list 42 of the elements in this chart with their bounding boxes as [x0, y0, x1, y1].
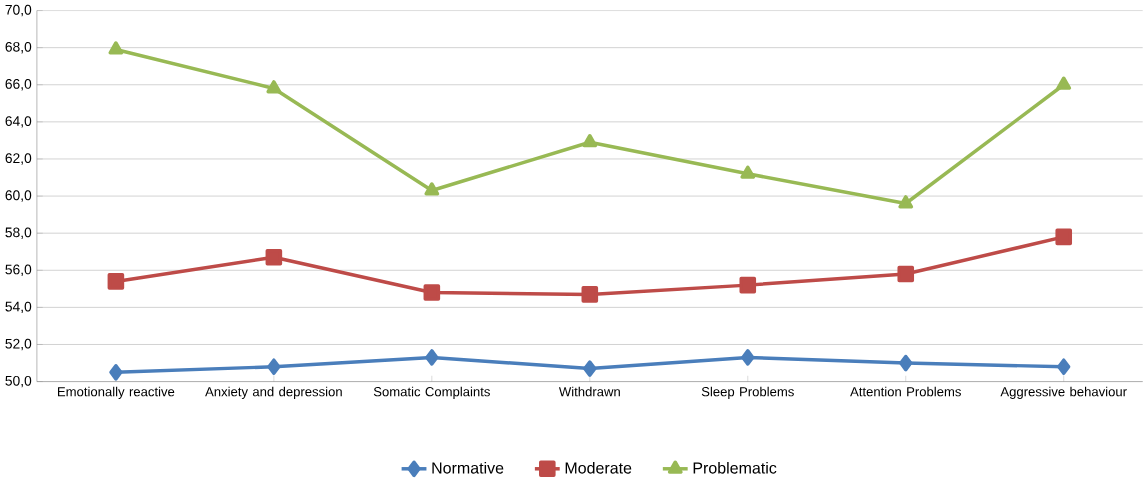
- x-tick-label: Somatic Complaints: [373, 386, 490, 400]
- point: [424, 182, 440, 196]
- x-tick-label: Attention Problems: [850, 386, 961, 397]
- point: [739, 277, 757, 294]
- point: [741, 349, 755, 367]
- point: [425, 349, 439, 367]
- point: [740, 165, 756, 180]
- point: [107, 273, 125, 290]
- point: [109, 364, 123, 381]
- point: [897, 265, 915, 283]
- x-tick-label: Sleep Problems: [701, 386, 794, 400]
- point: [1056, 76, 1072, 91]
- point: [898, 195, 914, 209]
- point: [267, 358, 281, 376]
- x-tick-label: Aggressive behaviour: [1000, 386, 1127, 400]
- point: [265, 249, 283, 266]
- x-tick-label: Emotionally reactive: [58, 386, 175, 400]
- y-tick-label: 66,0: [5, 79, 32, 91]
- point: [266, 80, 282, 94]
- legend-label: Problematic: [693, 462, 777, 474]
- point: [582, 134, 598, 148]
- y-tick-label: 68,0: [5, 42, 32, 54]
- x-tick-label: Withdrawn: [558, 386, 620, 397]
- y-tick-label: 50,0: [5, 376, 32, 388]
- y-tick-label: 60,0: [5, 190, 32, 203]
- point: [108, 41, 124, 55]
- point: [899, 354, 913, 372]
- point: [423, 284, 441, 302]
- y-tick-label: 70,0: [5, 5, 32, 17]
- y-tick-label: 62,0: [5, 153, 32, 165]
- y-tick-label: 58,0: [5, 227, 32, 240]
- x-tick-label: Anxiety and depression: [205, 386, 342, 400]
- point: [1055, 228, 1073, 246]
- point: [1057, 358, 1071, 376]
- point: [583, 360, 597, 378]
- legend-label: Moderate: [565, 462, 632, 474]
- y-tick-label: 64,0: [5, 116, 32, 128]
- point: [581, 286, 599, 303]
- y-tick-label: 54,0: [5, 301, 32, 314]
- y-tick-label: 52,0: [5, 339, 32, 351]
- legend-label: Normative: [432, 462, 504, 474]
- y-tick-label: 56,0: [5, 264, 32, 277]
